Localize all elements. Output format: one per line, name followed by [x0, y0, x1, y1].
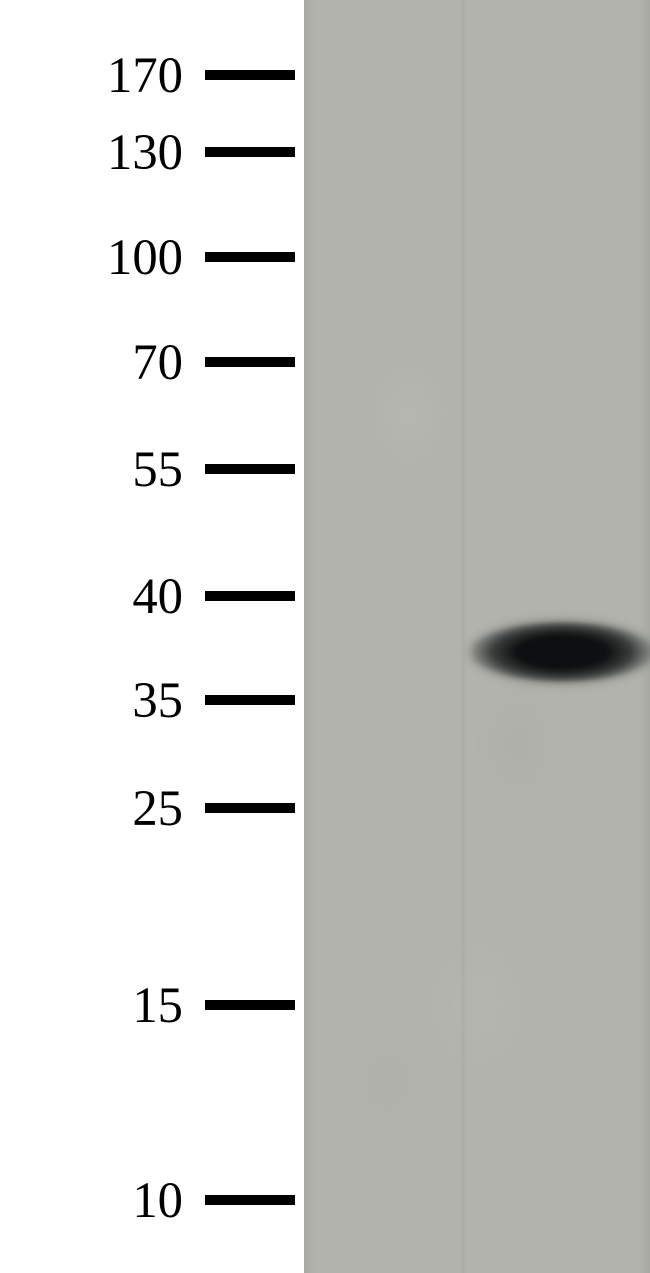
western-blot-figure: 170 130 100 70 55 40 35 25 15 10: [0, 0, 650, 1273]
mw-marker-label: 25: [8, 779, 183, 837]
mw-marker-dash: [205, 1195, 295, 1205]
mw-marker-dash: [205, 1000, 295, 1010]
mw-marker-label: 170: [8, 46, 183, 104]
protein-band: [472, 622, 650, 682]
mw-marker-dash: [205, 591, 295, 601]
mw-marker-dash: [205, 464, 295, 474]
lane-divider: [459, 0, 467, 1273]
mw-marker-label: 55: [8, 440, 183, 498]
mw-marker-label: 100: [8, 228, 183, 286]
mw-marker-label: 15: [8, 976, 183, 1034]
mw-marker-dash: [205, 252, 295, 262]
mw-marker-dash: [205, 695, 295, 705]
mw-marker-dash: [205, 147, 295, 157]
mw-marker-label: 130: [8, 123, 183, 181]
mw-marker-dash: [205, 70, 295, 80]
mw-marker-label: 10: [8, 1171, 183, 1229]
mw-marker-dash: [205, 357, 295, 367]
mw-marker-label: 35: [8, 671, 183, 729]
mw-marker-dash: [205, 803, 295, 813]
mw-marker-label: 70: [8, 333, 183, 391]
mw-marker-label: 40: [8, 567, 183, 625]
mw-ladder: 170 130 100 70 55 40 35 25 15 10: [0, 0, 295, 1273]
blot-membrane: [304, 0, 650, 1273]
